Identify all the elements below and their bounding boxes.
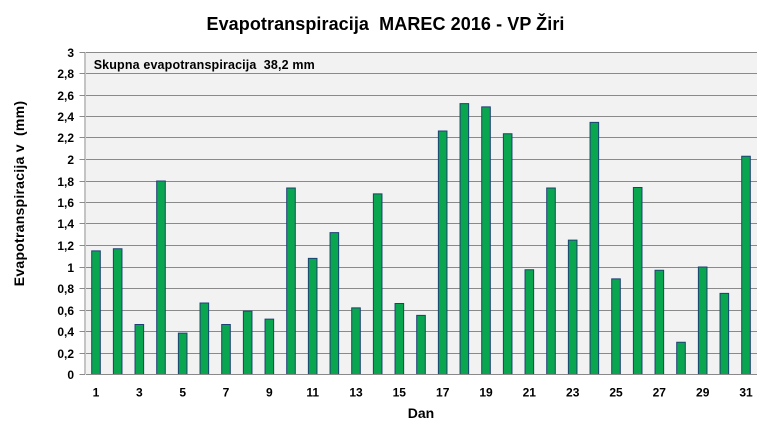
svg-text:1,8: 1,8 — [57, 175, 74, 189]
svg-text:23: 23 — [566, 386, 580, 400]
svg-text:3: 3 — [67, 46, 74, 60]
svg-text:15: 15 — [393, 386, 407, 400]
svg-text:2,6: 2,6 — [57, 89, 74, 103]
svg-text:0,2: 0,2 — [57, 347, 74, 361]
svg-text:1: 1 — [67, 261, 74, 275]
svg-text:3: 3 — [136, 386, 143, 400]
svg-text:2,4: 2,4 — [57, 110, 74, 124]
svg-text:1,6: 1,6 — [57, 196, 74, 210]
svg-text:Skupna evapotranspiracija 38,: Skupna evapotranspiracija 38,2 mm — [94, 58, 315, 72]
svg-text:0: 0 — [67, 368, 74, 382]
svg-text:31: 31 — [739, 386, 753, 400]
svg-text:1: 1 — [93, 386, 100, 400]
svg-text:7: 7 — [223, 386, 230, 400]
svg-text:0,6: 0,6 — [57, 304, 74, 318]
svg-text:1,2: 1,2 — [57, 239, 74, 253]
svg-text:19: 19 — [479, 386, 493, 400]
svg-text:17: 17 — [436, 386, 450, 400]
svg-text:21: 21 — [523, 386, 537, 400]
svg-text:25: 25 — [609, 386, 623, 400]
svg-text:Dan: Dan — [408, 405, 434, 421]
svg-text:27: 27 — [653, 386, 667, 400]
svg-text:11: 11 — [306, 386, 319, 400]
svg-text:0,4: 0,4 — [57, 325, 74, 339]
svg-text:2,8: 2,8 — [57, 67, 74, 81]
svg-text:29: 29 — [696, 386, 710, 400]
svg-text:1,4: 1,4 — [57, 217, 74, 231]
svg-text:Evapotranspiracija v (mm): Evapotranspiracija v (mm) — [11, 101, 27, 286]
svg-text:0,8: 0,8 — [57, 282, 74, 296]
svg-text:13: 13 — [349, 386, 363, 400]
svg-text:Evapotranspiracija MAREC 2016: Evapotranspiracija MAREC 2016 - VP Žiri — [207, 13, 565, 34]
svg-text:2,2: 2,2 — [57, 131, 74, 145]
svg-text:2: 2 — [67, 153, 74, 167]
svg-text:9: 9 — [266, 386, 273, 400]
svg-text:5: 5 — [179, 386, 186, 400]
